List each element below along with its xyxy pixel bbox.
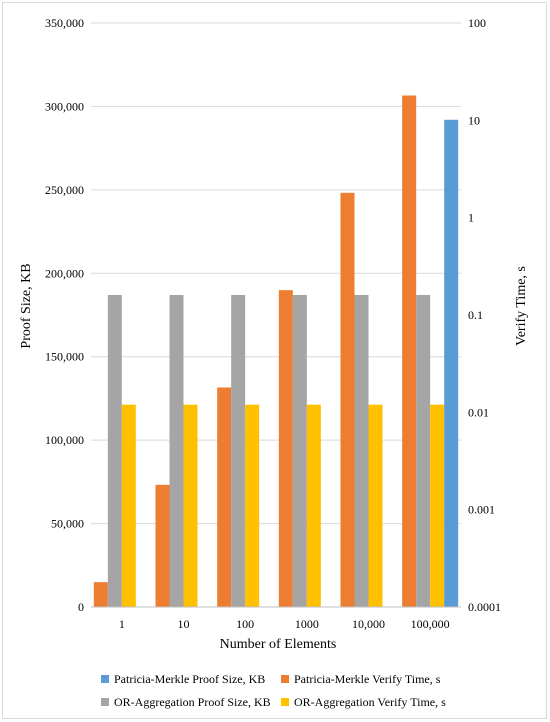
bar-patricia-merkle-verify-time-s — [93, 582, 108, 607]
chart-svg: 0 50,000 100,000 150,000 200,000 250,000 300,0… — [19, 16, 529, 709]
x-tick-label: 1 — [119, 617, 125, 631]
y-left-tick-label: 0 — [78, 600, 84, 614]
bar-or-aggregation-proof-size-kb — [231, 294, 246, 607]
y-right-tick-label: 100 — [468, 16, 486, 30]
bar-or-aggregation-verify-time-s — [368, 404, 383, 607]
bar-or-aggregation-proof-size-kb — [416, 294, 431, 607]
axes: 0 50,000 100,000 150,000 200,000 250,000 300,0… — [45, 16, 501, 631]
legend-swatch — [281, 675, 289, 683]
y-left-tick-label: 150,000 — [45, 350, 84, 364]
y-right-tick-label: 0.001 — [468, 503, 495, 517]
x-axis-title: Number of Elements — [220, 637, 337, 652]
y-axis-left-title: Proof Size, KB — [19, 263, 34, 348]
legend: Patricia-Merkle Proof Size, KB Patricia-M… — [101, 672, 446, 709]
bar-or-aggregation-proof-size-kb — [107, 294, 122, 607]
legend-label: OR-Aggregation Proof Size, KB — [114, 695, 271, 709]
bar-or-aggregation-verify-time-s — [430, 404, 445, 607]
bar-or-aggregation-proof-size-kb — [354, 294, 369, 607]
bar-patricia-merkle-verify-time-s — [217, 387, 232, 607]
bar-patricia-merkle-verify-time-s — [155, 484, 170, 607]
y-left-tick-label: 300,000 — [45, 99, 84, 113]
bar-or-aggregation-verify-time-s — [121, 404, 136, 607]
y-left-tick-label: 200,000 — [45, 266, 84, 280]
y-left-tick-label: 100,000 — [45, 433, 84, 447]
bar-patricia-merkle-verify-time-s — [402, 95, 417, 607]
y-right-tick-label: 0.0001 — [468, 600, 501, 614]
y-left-tick-label: 50,000 — [51, 517, 84, 531]
bar-patricia-merkle-verify-time-s — [340, 192, 355, 608]
y-right-tick-label: 0.1 — [468, 308, 483, 322]
y-right-tick-label: 1 — [468, 211, 474, 225]
bar-or-aggregation-proof-size-kb — [292, 294, 307, 607]
x-tick-label: 100,000 — [411, 617, 450, 631]
legend-label: OR-Aggregation Verify Time, s — [294, 695, 446, 709]
x-tick-label: 10 — [178, 617, 190, 631]
bar-or-aggregation-verify-time-s — [183, 404, 198, 607]
bar-or-aggregation-verify-time-s — [306, 404, 321, 607]
bar-patricia-merkle-proof-size-kb — [444, 119, 459, 607]
y-left-tick-label: 350,000 — [45, 16, 84, 30]
y-left-tick-label: 250,000 — [45, 183, 84, 197]
gridlines — [91, 22, 461, 525]
x-tick-label: 1000 — [295, 617, 319, 631]
bar-patricia-merkle-verify-time-s — [278, 290, 293, 607]
y-right-tick-label: 0.01 — [468, 405, 489, 419]
bar-or-aggregation-verify-time-s — [245, 404, 260, 607]
y-right-tick-label: 10 — [468, 113, 480, 127]
x-tick-label: 100 — [236, 617, 254, 631]
x-tick-label: 10,000 — [352, 617, 385, 631]
legend-swatch — [281, 698, 289, 706]
bars — [93, 95, 459, 608]
y-axis-right-title: Verify Time, s — [514, 266, 529, 346]
legend-label: Patricia-Merkle Verify Time, s — [294, 672, 441, 686]
legend-swatch — [101, 698, 109, 706]
legend-swatch — [101, 675, 109, 683]
legend-label: Patricia-Merkle Proof Size, KB — [114, 672, 265, 686]
bar-or-aggregation-proof-size-kb — [169, 294, 184, 607]
